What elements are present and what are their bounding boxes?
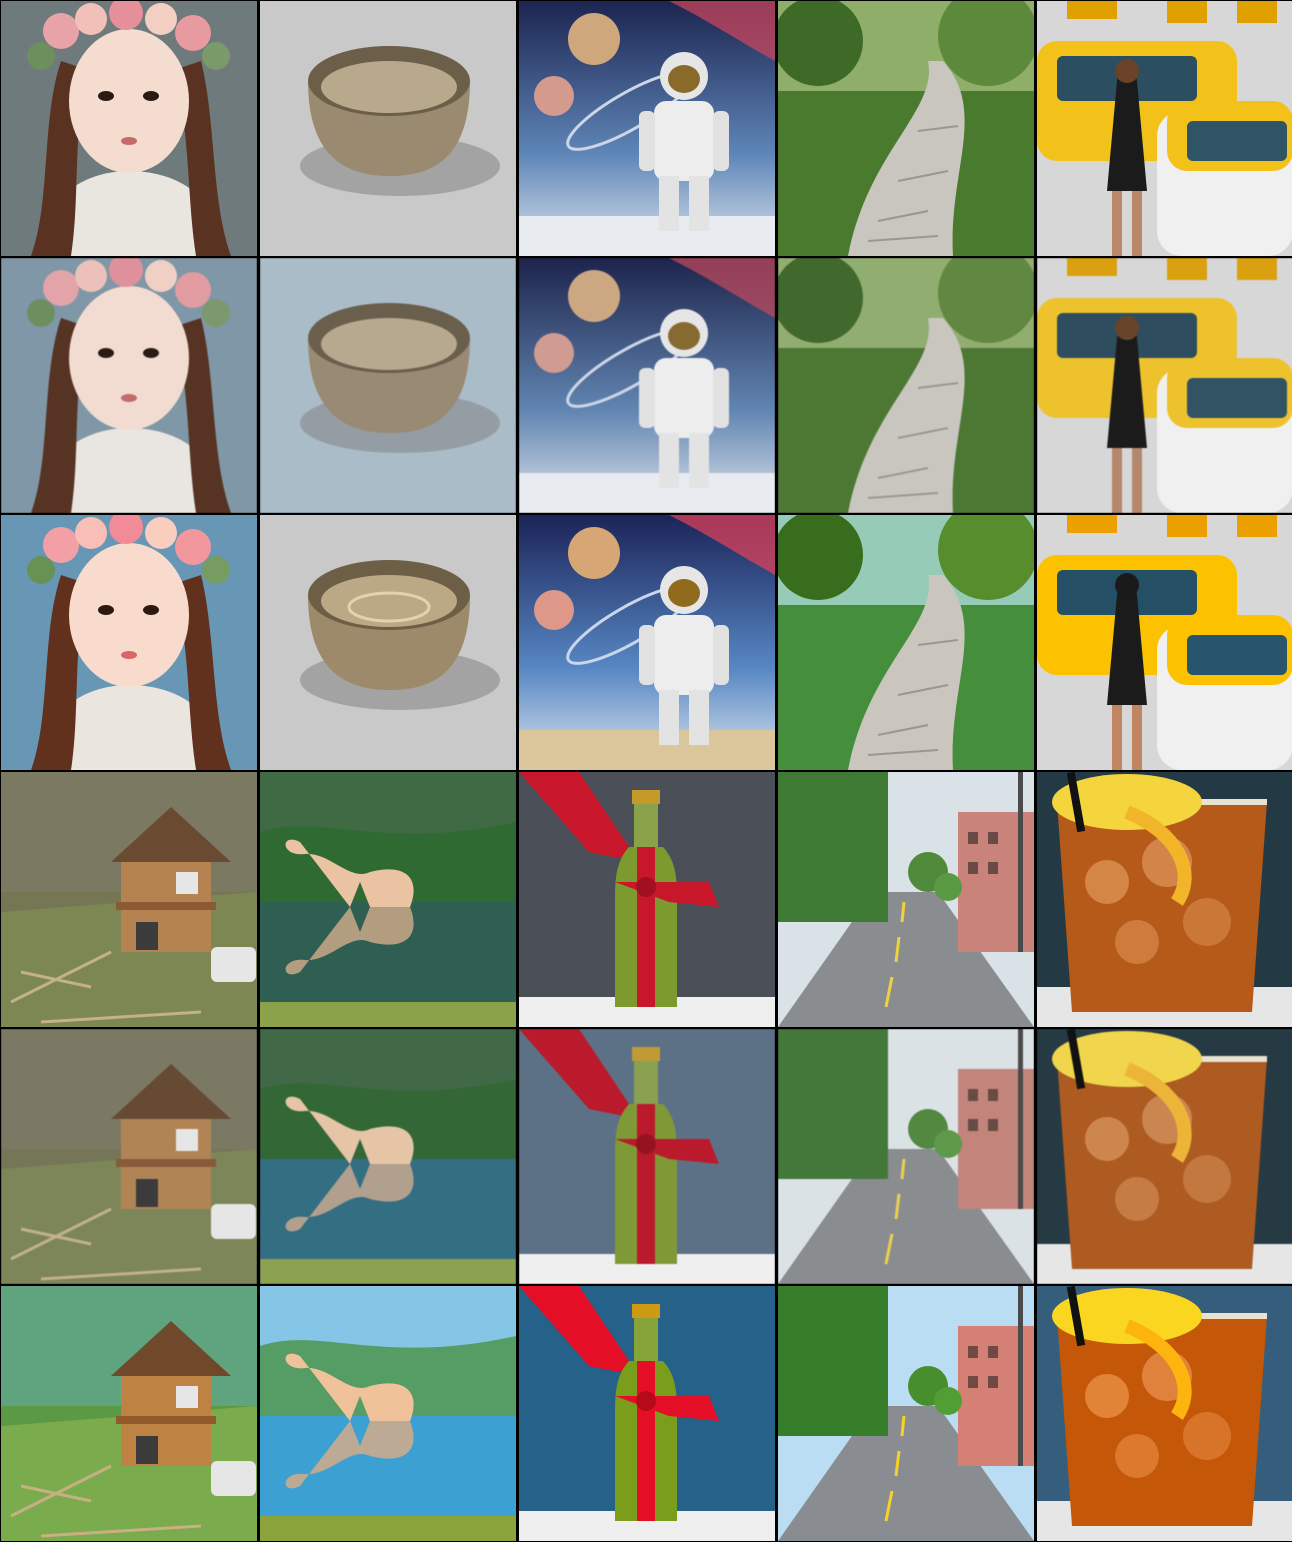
image-cell-girl-flower-crown-portrait-photo-soft: [1, 258, 257, 513]
astronaut-in-space-image: [519, 258, 775, 513]
image-cell-wine-bottle-red-ribbon-photo-original: [519, 772, 775, 1027]
image-cell-damaged-wooden-house-stylized-illustration: [1, 1286, 257, 1541]
image-cell-wine-bottle-red-ribbon-stylized-illustration: [519, 1286, 775, 1541]
dinosaur-lake-reflection-image: [260, 1286, 516, 1541]
image-cell-iced-tea-lemon-stylized-illustration: [1037, 1286, 1292, 1541]
ceramic-bowl-image: [260, 515, 516, 770]
tree-lined-street-image: [778, 772, 1034, 1027]
iced-tea-lemon-image: [1037, 772, 1292, 1027]
wine-bottle-red-ribbon-image: [519, 1286, 775, 1541]
ceramic-bowl-image: [260, 258, 516, 513]
yellow-taxis-street-image: [1037, 515, 1292, 770]
girl-flower-crown-portrait-image: [1, 1, 257, 256]
image-cell-tree-lined-street-stylized-illustration: [778, 1286, 1034, 1541]
image-cell-dinosaur-lake-reflection-photo-soft: [260, 1029, 516, 1284]
image-cell-ceramic-bowl-stylized-illustration: [260, 515, 516, 770]
image-cell-damaged-wooden-house-photo-soft: [1, 1029, 257, 1284]
image-cell-iced-tea-lemon-photo-original: [1037, 772, 1292, 1027]
image-cell-stone-forest-path-stylized-illustration: [778, 515, 1034, 770]
damaged-wooden-house-image: [1, 772, 257, 1027]
image-cell-ceramic-bowl-photo-original: [260, 1, 516, 256]
tree-lined-street-image: [778, 1286, 1034, 1541]
stone-forest-path-image: [778, 258, 1034, 513]
image-cell-wine-bottle-red-ribbon-photo-soft: [519, 1029, 775, 1284]
astronaut-in-space-image: [519, 515, 775, 770]
image-cell-dinosaur-lake-reflection-photo-original: [260, 772, 516, 1027]
wine-bottle-red-ribbon-image: [519, 772, 775, 1027]
image-cell-yellow-taxis-street-stylized-illustration: [1037, 515, 1292, 770]
girl-flower-crown-portrait-image: [1, 515, 257, 770]
image-cell-tree-lined-street-photo-soft: [778, 1029, 1034, 1284]
image-cell-tree-lined-street-photo-original: [778, 772, 1034, 1027]
girl-flower-crown-portrait-image: [1, 258, 257, 513]
image-cell-astronaut-in-space-stylized-illustration: [519, 515, 775, 770]
image-cell-astronaut-in-space-photo-soft: [519, 258, 775, 513]
image-cell-astronaut-in-space-photo-original: [519, 1, 775, 256]
dinosaur-lake-reflection-image: [260, 772, 516, 1027]
iced-tea-lemon-image: [1037, 1029, 1292, 1284]
yellow-taxis-street-image: [1037, 258, 1292, 513]
stone-forest-path-image: [778, 515, 1034, 770]
image-cell-stone-forest-path-photo-soft: [778, 258, 1034, 513]
wine-bottle-red-ribbon-image: [519, 1029, 775, 1284]
image-cell-damaged-wooden-house-photo-original: [1, 772, 257, 1027]
image-cell-iced-tea-lemon-photo-soft: [1037, 1029, 1292, 1284]
image-cell-dinosaur-lake-reflection-stylized-illustration: [260, 1286, 516, 1541]
ceramic-bowl-image: [260, 1, 516, 256]
tree-lined-street-image: [778, 1029, 1034, 1284]
dinosaur-lake-reflection-image: [260, 1029, 516, 1284]
damaged-wooden-house-image: [1, 1286, 257, 1541]
damaged-wooden-house-image: [1, 1029, 257, 1284]
image-cell-girl-flower-crown-portrait-stylized-illustration: [1, 515, 257, 770]
astronaut-in-space-image: [519, 1, 775, 256]
yellow-taxis-street-image: [1037, 1, 1292, 256]
iced-tea-lemon-image: [1037, 1286, 1292, 1541]
image-cell-yellow-taxis-street-photo-original: [1037, 1, 1292, 256]
image-cell-stone-forest-path-photo-original: [778, 1, 1034, 256]
stone-forest-path-image: [778, 1, 1034, 256]
image-cell-girl-flower-crown-portrait-photo-original: [1, 1, 257, 256]
image-cell-yellow-taxis-street-photo-soft: [1037, 258, 1292, 513]
image-cell-ceramic-bowl-photo-soft: [260, 258, 516, 513]
